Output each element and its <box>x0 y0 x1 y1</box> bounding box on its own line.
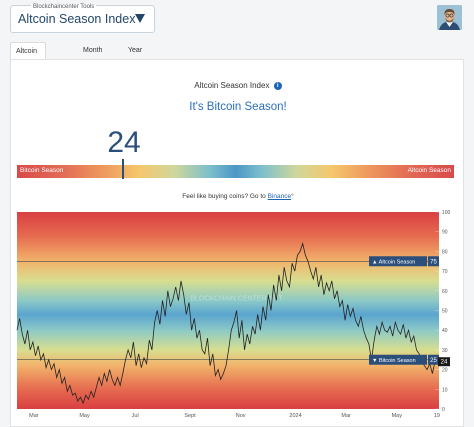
tool-selector[interactable]: Blockchaincenter Tools Altcoin Season In… <box>10 4 155 33</box>
y-tick-label: 10 <box>442 387 448 393</box>
buy-prompt: Feel like buying coins? Go to Binance° <box>11 193 465 200</box>
top-bar: Blockchaincenter Tools Altcoin Season In… <box>0 0 474 40</box>
info-icon[interactable]: i <box>273 81 282 90</box>
y-tick-label: 20 <box>442 368 448 374</box>
threshold-label-box <box>369 354 427 365</box>
tool-selector-title: Altcoin Season Index <box>18 12 136 26</box>
x-tick-label: May <box>79 413 90 419</box>
index-panel: Altcoin Season Index i It's Bitcoin Seas… <box>10 59 464 427</box>
season-gauge: Bitcoin Season Altcoin Season <box>17 165 454 178</box>
y-tick-label: 70 <box>442 269 448 275</box>
x-tick-label: 2024 <box>289 413 301 419</box>
index-value: 24 <box>107 126 141 159</box>
avatar[interactable] <box>437 5 462 30</box>
y-tick-label: 30 <box>442 348 448 354</box>
gauge-right-label: Altcoin Season <box>407 167 451 174</box>
threshold-label: ▲ Altcoin Season <box>372 259 415 265</box>
y-tick-label: 0 <box>442 407 445 413</box>
threshold-value: 75 <box>430 259 437 265</box>
binance-link[interactable]: Binance <box>267 193 292 200</box>
buy-prompt-text: Feel like buying coins? Go to <box>182 193 268 200</box>
season-status: It's Bitcoin Season! <box>189 101 287 113</box>
y-tick-label: 100 <box>442 210 451 216</box>
altcoin-season-chart: BLOCKCHAIN CENTER.NET 0 10 20 30 40 50 60 70 80 9… <box>16 210 451 419</box>
tab-year[interactable]: Year (37) <box>128 47 143 72</box>
x-tick-label: 19 <box>434 413 440 419</box>
threshold-value: 25 <box>430 358 437 364</box>
index-title: Altcoin Season Index <box>194 81 270 90</box>
threshold-labels: ▲ Altcoin Season 75 ▼ Bitcoin Season 25 24 <box>369 256 450 367</box>
x-tick-label: Jul <box>132 413 139 419</box>
x-tick-label: Nov <box>236 413 246 419</box>
threshold-label: ▼ Bitcoin Season <box>372 358 416 364</box>
x-axis-ticks: Mar May Jul Sept Nov 2024 Mar May 19 <box>29 413 440 419</box>
current-value-label: 24 <box>441 360 448 366</box>
x-tick-label: Mar <box>341 413 351 419</box>
threshold-lines <box>17 260 439 361</box>
y-tick-label: 90 <box>442 230 448 236</box>
chart-background <box>17 212 439 409</box>
y-axis-ticks: 0 10 20 30 40 50 60 70 80 90 100 <box>442 210 451 413</box>
threshold-value-box <box>428 256 439 267</box>
avatar-image <box>437 5 462 30</box>
y-tick-label: 80 <box>442 249 448 255</box>
x-tick-label: Sept <box>184 413 196 419</box>
tab-altcoin-season[interactable]: Altcoin Season (24) <box>10 42 46 91</box>
current-value-box <box>438 357 450 367</box>
y-tick-label: 50 <box>442 309 448 315</box>
tab-month[interactable]: Month (24) <box>83 47 103 72</box>
y-tick-label: 60 <box>442 289 448 295</box>
x-tick-label: May <box>392 413 403 419</box>
gauge-needle <box>122 159 124 179</box>
index-title-row: Altcoin Season Index i <box>11 81 465 90</box>
x-tick-label: Mar <box>29 413 39 419</box>
chart-watermark: BLOCKCHAIN CENTER.NET <box>190 296 283 303</box>
chevron-down-icon[interactable] <box>135 14 145 23</box>
binance-link-suffix: ° <box>291 193 294 200</box>
series-line <box>16 242 436 405</box>
threshold-value-box <box>428 354 439 365</box>
tool-selector-caption: Blockchaincenter Tools <box>31 4 97 10</box>
chart-gridlines <box>435 211 439 410</box>
y-tick-label: 40 <box>442 328 448 334</box>
gauge-left-label: Bitcoin Season <box>20 167 64 174</box>
threshold-label-box <box>369 256 427 267</box>
